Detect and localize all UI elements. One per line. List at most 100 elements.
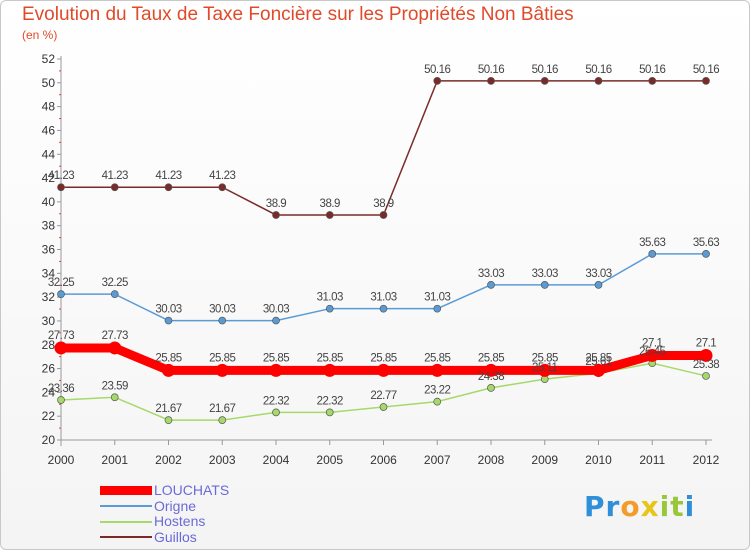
legend-label: Origne	[154, 497, 197, 514]
data-point	[162, 363, 175, 377]
data-label: 32.25	[48, 277, 74, 289]
data-label: 22.77	[370, 390, 396, 402]
x-tick-label: 2003	[209, 453, 236, 467]
data-point	[379, 211, 388, 219]
data-point	[430, 363, 444, 377]
data-label: 31.03	[317, 292, 343, 304]
data-label: 50.16	[693, 64, 719, 76]
y-tick-label: 42	[42, 171, 56, 185]
y-tick-label: 24	[42, 385, 56, 399]
y-tick-label: 50	[42, 76, 56, 90]
data-point	[379, 403, 388, 411]
data-label: 27.73	[102, 330, 128, 342]
data-label: 25.85	[424, 352, 450, 364]
data-label: 50.16	[478, 64, 504, 76]
legend-item-guillos: Guillos	[100, 528, 229, 546]
data-point	[164, 183, 173, 192]
legend-swatch	[100, 536, 152, 539]
y-tick-label: 52	[42, 52, 56, 66]
data-label: 25.85	[209, 352, 235, 364]
y-tick-label: 22	[42, 409, 56, 423]
data-label: 22.32	[317, 395, 343, 407]
data-label: 25.85	[532, 352, 558, 364]
data-point	[269, 363, 283, 377]
data-label: 30.03	[263, 304, 289, 316]
data-label: 41.23	[155, 170, 181, 182]
logo-letter: t	[670, 490, 685, 523]
data-point	[433, 397, 442, 406]
legend-item-louchats: LOUCHATS	[100, 483, 229, 499]
data-point	[164, 316, 173, 325]
y-tick-label: 36	[42, 243, 56, 257]
data-label: 33.03	[585, 268, 611, 280]
data-point	[645, 348, 659, 362]
data-point	[702, 77, 710, 85]
data-label: 33.03	[478, 268, 504, 280]
data-point	[323, 363, 337, 377]
data-label: 23.22	[424, 385, 450, 397]
x-tick-label: 2012	[693, 453, 720, 467]
data-point	[594, 77, 603, 85]
data-label: 21.67	[155, 403, 181, 415]
data-label: 38.9	[373, 198, 393, 210]
data-label: 25.85	[263, 352, 289, 364]
data-point	[57, 396, 65, 404]
data-point	[433, 77, 442, 85]
data-point	[110, 183, 119, 192]
data-label: 30.03	[209, 304, 235, 316]
chart-legend: LOUCHATS Origne Hostens Guillos	[100, 483, 229, 545]
data-point	[54, 341, 68, 355]
data-point	[164, 416, 173, 424]
data-point	[218, 183, 227, 192]
y-tick-label: 46	[42, 123, 56, 137]
x-tick-label: 2011	[639, 453, 665, 467]
data-point	[540, 281, 549, 289]
data-label: 25.38	[693, 359, 719, 371]
y-tick-label: 20	[42, 433, 56, 447]
data-point	[433, 304, 442, 313]
data-label: 25.11	[532, 362, 558, 374]
y-tick-label: 26	[42, 362, 56, 376]
data-label: 23.59	[102, 380, 128, 392]
x-tick-label: 2007	[424, 453, 451, 467]
data-label: 31.03	[370, 292, 396, 304]
data-point	[57, 290, 65, 298]
x-tick-label: 2000	[48, 453, 75, 467]
x-tick-label: 2006	[370, 453, 397, 467]
logo-letter: i	[659, 490, 671, 523]
data-point	[702, 372, 710, 380]
proxiti-logo: Proxiti	[584, 490, 695, 523]
data-point	[484, 363, 498, 377]
data-point	[592, 363, 605, 377]
data-label: 31.03	[424, 292, 450, 304]
data-label: 27.1	[642, 337, 662, 349]
legend-label: Guillos	[154, 528, 197, 545]
y-tick-label: 30	[42, 314, 56, 328]
y-tick-label: 48	[42, 100, 56, 114]
legend-swatch	[100, 486, 152, 496]
data-label: 41.23	[102, 170, 128, 182]
data-point	[702, 250, 710, 258]
y-tick-label: 32	[42, 290, 56, 304]
logo-letter: r	[605, 490, 621, 523]
data-point	[218, 416, 227, 424]
data-label: 22.32	[263, 395, 289, 407]
data-label: 27.73	[48, 330, 74, 342]
legend-swatch	[100, 520, 152, 523]
data-label: 38.9	[266, 198, 286, 210]
data-label: 21.67	[209, 403, 235, 415]
x-tick-label: 2008	[478, 453, 505, 467]
data-label: 35.63	[693, 237, 719, 249]
data-label: 41.23	[48, 170, 74, 182]
data-label: 50.16	[585, 64, 611, 76]
data-point	[648, 250, 657, 258]
x-tick-label: 2001	[101, 453, 128, 467]
data-point	[540, 77, 549, 85]
data-point	[215, 363, 229, 377]
y-tick-label: 28	[42, 338, 56, 352]
legend-swatch	[100, 505, 152, 508]
data-label: 26.45	[639, 346, 665, 358]
data-label: 30.03	[155, 304, 181, 316]
data-point	[108, 341, 122, 355]
x-tick-label: 2010	[585, 453, 612, 467]
